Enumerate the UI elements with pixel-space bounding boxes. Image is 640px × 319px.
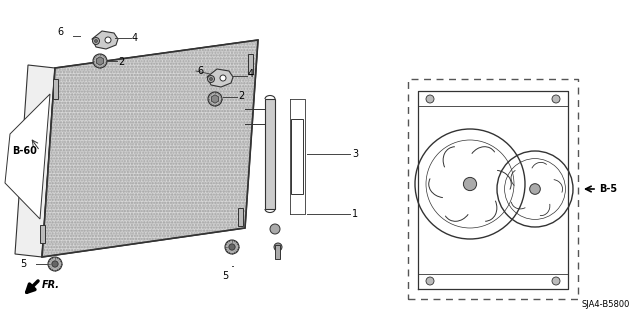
Bar: [275, 245, 280, 259]
Bar: [291, 119, 303, 194]
Bar: [53, 79, 58, 99]
Circle shape: [93, 54, 107, 68]
Text: SJA4-B5800: SJA4-B5800: [582, 300, 630, 309]
Text: 2: 2: [238, 91, 244, 101]
Polygon shape: [15, 65, 55, 257]
Circle shape: [105, 37, 111, 43]
Bar: [40, 225, 45, 243]
Text: 5: 5: [222, 271, 228, 281]
Text: 6: 6: [57, 27, 63, 37]
Circle shape: [48, 257, 62, 271]
Circle shape: [552, 95, 560, 103]
Bar: [248, 54, 253, 74]
Text: 1: 1: [352, 209, 358, 219]
Circle shape: [270, 224, 280, 234]
Polygon shape: [207, 69, 233, 87]
Text: 3: 3: [352, 149, 358, 159]
Circle shape: [530, 184, 540, 194]
Circle shape: [426, 95, 434, 103]
Text: 6: 6: [197, 66, 203, 76]
Polygon shape: [42, 40, 258, 257]
Polygon shape: [92, 31, 118, 49]
Circle shape: [93, 38, 99, 44]
Circle shape: [225, 240, 239, 254]
Circle shape: [229, 244, 235, 250]
Bar: [238, 208, 243, 226]
Text: FR.: FR.: [42, 280, 60, 290]
Text: B-5: B-5: [599, 184, 617, 194]
Polygon shape: [5, 94, 50, 219]
Text: B-60: B-60: [12, 146, 37, 156]
Polygon shape: [97, 57, 104, 65]
Bar: [265, 99, 275, 209]
Text: 2: 2: [118, 57, 124, 67]
Circle shape: [95, 40, 97, 42]
Circle shape: [274, 243, 282, 251]
Circle shape: [207, 76, 214, 83]
Circle shape: [209, 78, 212, 80]
Circle shape: [463, 177, 477, 190]
Circle shape: [552, 277, 560, 285]
Circle shape: [426, 277, 434, 285]
Text: 4: 4: [132, 33, 138, 43]
Circle shape: [208, 92, 222, 106]
Text: 4: 4: [248, 69, 254, 79]
Circle shape: [52, 261, 58, 267]
Polygon shape: [211, 95, 219, 103]
Circle shape: [220, 75, 226, 81]
Text: 5: 5: [20, 259, 26, 269]
